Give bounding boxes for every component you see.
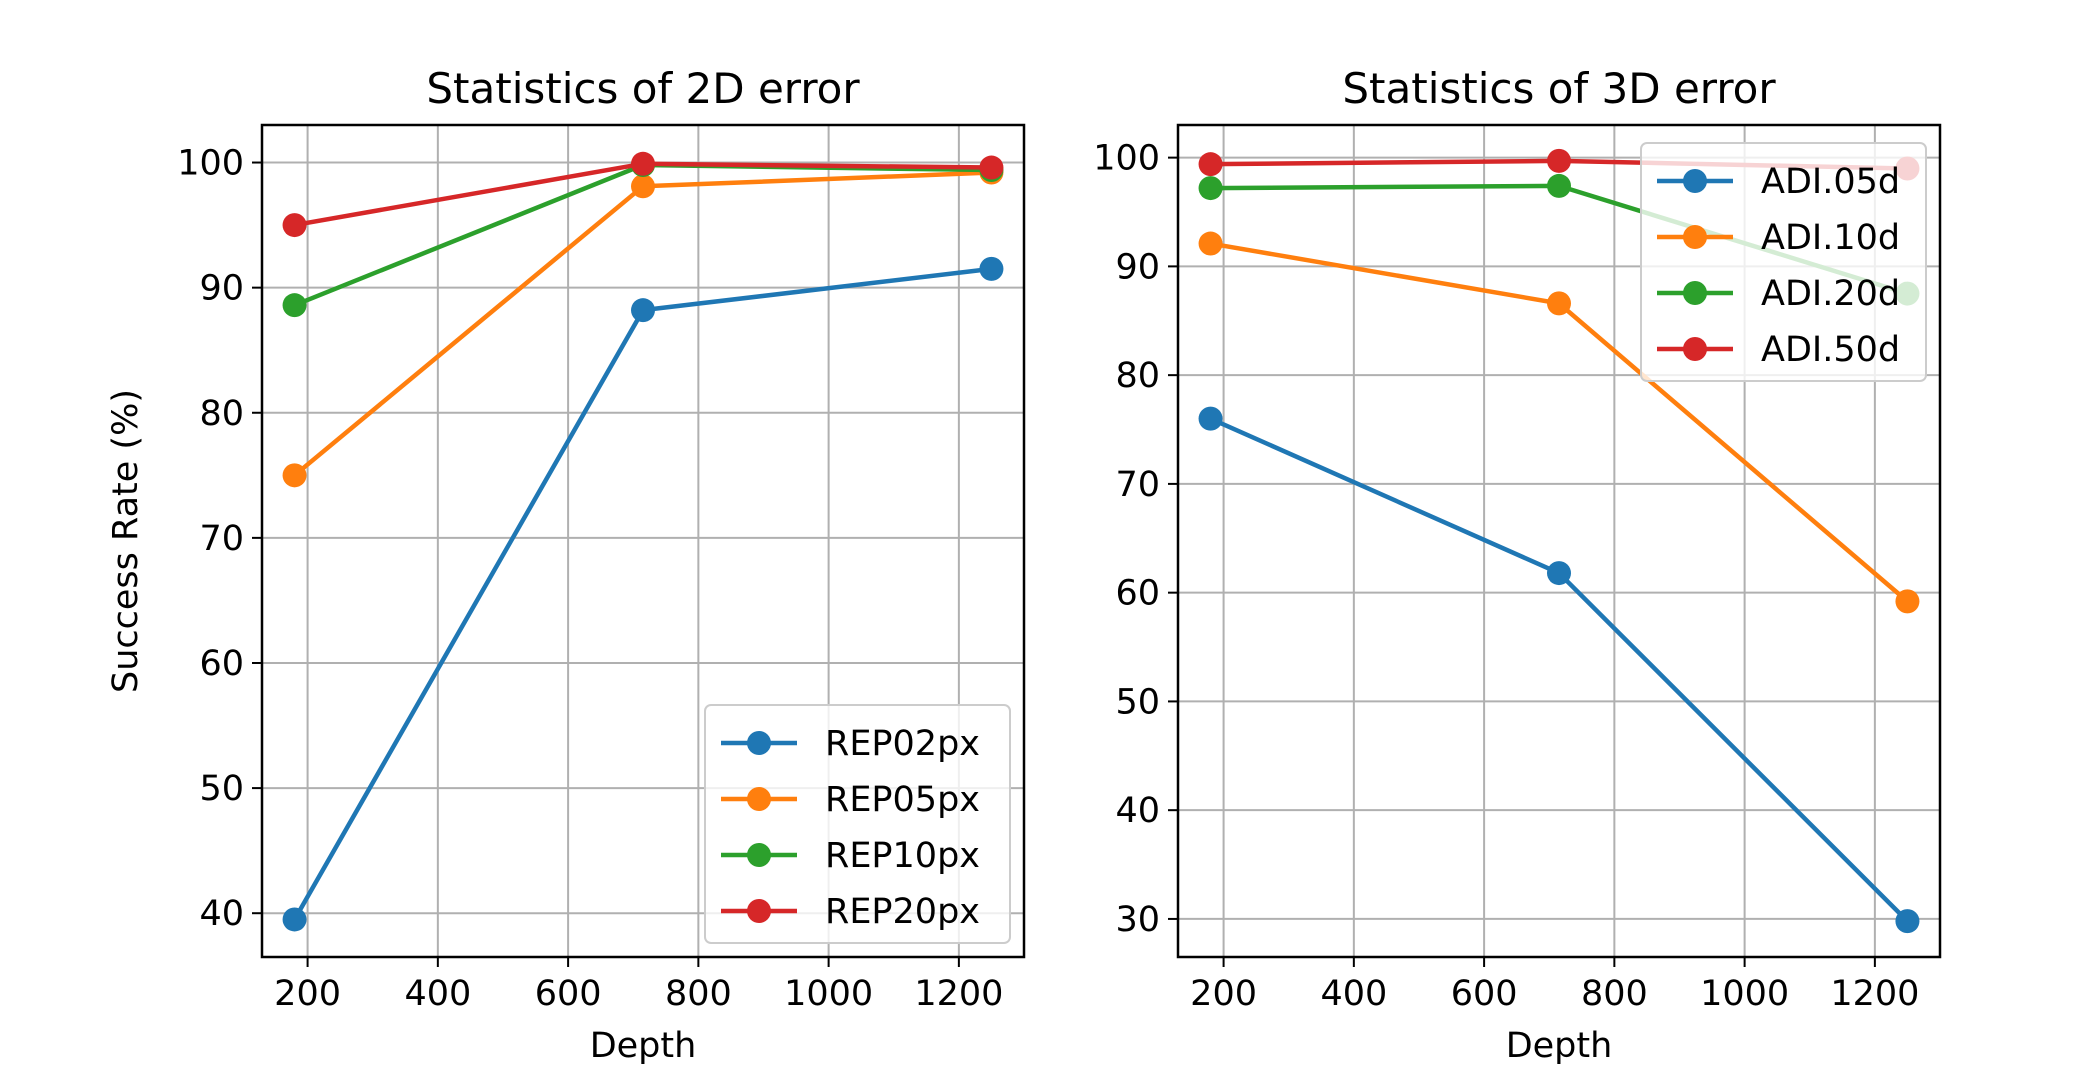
x-tick-label: 800 <box>1581 974 1648 1014</box>
legend-entry-label: REP20px <box>825 892 980 932</box>
y-tick-label: 30 <box>1115 900 1160 940</box>
y-tick-label: 50 <box>1115 682 1160 722</box>
data-point <box>1547 291 1571 316</box>
x-tick-label: 400 <box>1320 974 1387 1014</box>
legend-box <box>1640 142 1927 382</box>
y-tick-label: 70 <box>199 519 244 559</box>
x-tick-label: 1000 <box>1700 974 1789 1014</box>
x-tick-label: 1200 <box>1830 974 1919 1014</box>
legend-swatch-marker <box>747 843 771 867</box>
y-tick-label: 80 <box>1115 356 1160 396</box>
x-tick-label: 200 <box>274 974 341 1014</box>
data-point <box>282 213 307 238</box>
legend-entry-label: REP05px <box>825 780 980 820</box>
data-point <box>282 463 307 488</box>
data-point <box>1198 231 1223 256</box>
data-point <box>1895 589 1920 614</box>
data-point <box>1895 909 1920 934</box>
chart-2d-error: 200 400 600 800 1000 1200 40 50 60 70 80 90 100 Stati… <box>106 64 1026 1066</box>
x-tick-label: 1200 <box>914 974 1003 1014</box>
x-tick-label: 400 <box>404 974 471 1014</box>
y-tick-label: 90 <box>1115 247 1160 287</box>
legend-swatch-marker <box>747 731 771 755</box>
x-tick-label: 200 <box>1190 974 1257 1014</box>
y-tick-label: 40 <box>1115 791 1160 831</box>
axes-frame <box>260 123 1026 959</box>
legend-box <box>704 704 1011 944</box>
x-tick-label: 1000 <box>784 974 873 1014</box>
y-tick-label: 60 <box>199 644 244 684</box>
legend-entry-label: ADI.05d <box>1761 162 1900 202</box>
x-tick-label: 800 <box>665 974 732 1014</box>
data-point <box>1198 152 1223 177</box>
legend: ADI.05d ADI.10d ADI.20d ADI.50d <box>1640 142 1927 382</box>
chart-title: Statistics of 3D error <box>1342 64 1776 113</box>
x-tick-label: 600 <box>535 974 602 1014</box>
y-tick-label: 60 <box>1115 574 1160 614</box>
y-tick-label: 50 <box>199 769 244 809</box>
x-axis-label: Depth <box>1506 1026 1613 1066</box>
legend-entry-label: REP10px <box>825 836 980 876</box>
data-point <box>1198 406 1223 431</box>
y-tick-label: 100 <box>177 144 244 184</box>
legend-swatch-marker <box>747 899 771 923</box>
data-point <box>631 298 655 323</box>
data-point <box>979 256 1004 281</box>
y-tick-label: 80 <box>199 394 244 434</box>
data-point <box>1547 173 1571 198</box>
data-point <box>1198 176 1223 201</box>
data-point <box>282 293 307 318</box>
axes-frame <box>1176 123 1942 959</box>
legend-swatch-marker <box>1683 337 1707 361</box>
legend-swatch-marker <box>1683 225 1707 249</box>
legend-entry-label: REP02px <box>825 724 980 764</box>
legend-entry-label: ADI.20d <box>1761 274 1900 314</box>
y-axis-label: Success Rate (%) <box>106 389 146 693</box>
data-point <box>1547 148 1571 173</box>
legend: REP02px REP05px REP10px REP20px <box>704 704 1011 944</box>
y-tick-label: 40 <box>199 894 244 934</box>
legend-swatch-marker <box>747 787 771 811</box>
data-point <box>282 907 307 932</box>
y-tick-label: 90 <box>199 269 244 309</box>
legend-entry-label: ADI.50d <box>1761 330 1900 370</box>
chart-title: Statistics of 2D error <box>426 64 860 113</box>
x-tick-label: 600 <box>1451 974 1518 1014</box>
legend-entry-label: ADI.10d <box>1761 218 1900 258</box>
data-point <box>631 151 655 176</box>
data-point <box>631 174 655 199</box>
legend-swatch-marker <box>1683 169 1707 193</box>
y-tick-label: 70 <box>1115 465 1160 505</box>
data-point <box>979 155 1004 180</box>
legend-swatch-marker <box>1683 281 1707 305</box>
x-axis-label: Depth <box>590 1026 697 1066</box>
y-tick-label: 100 <box>1093 139 1160 179</box>
chart-3d-error: 200 400 600 800 1000 1200 30 40 50 60 70 80 90 100 Sta… <box>1093 64 1942 1066</box>
data-point <box>1547 561 1571 586</box>
